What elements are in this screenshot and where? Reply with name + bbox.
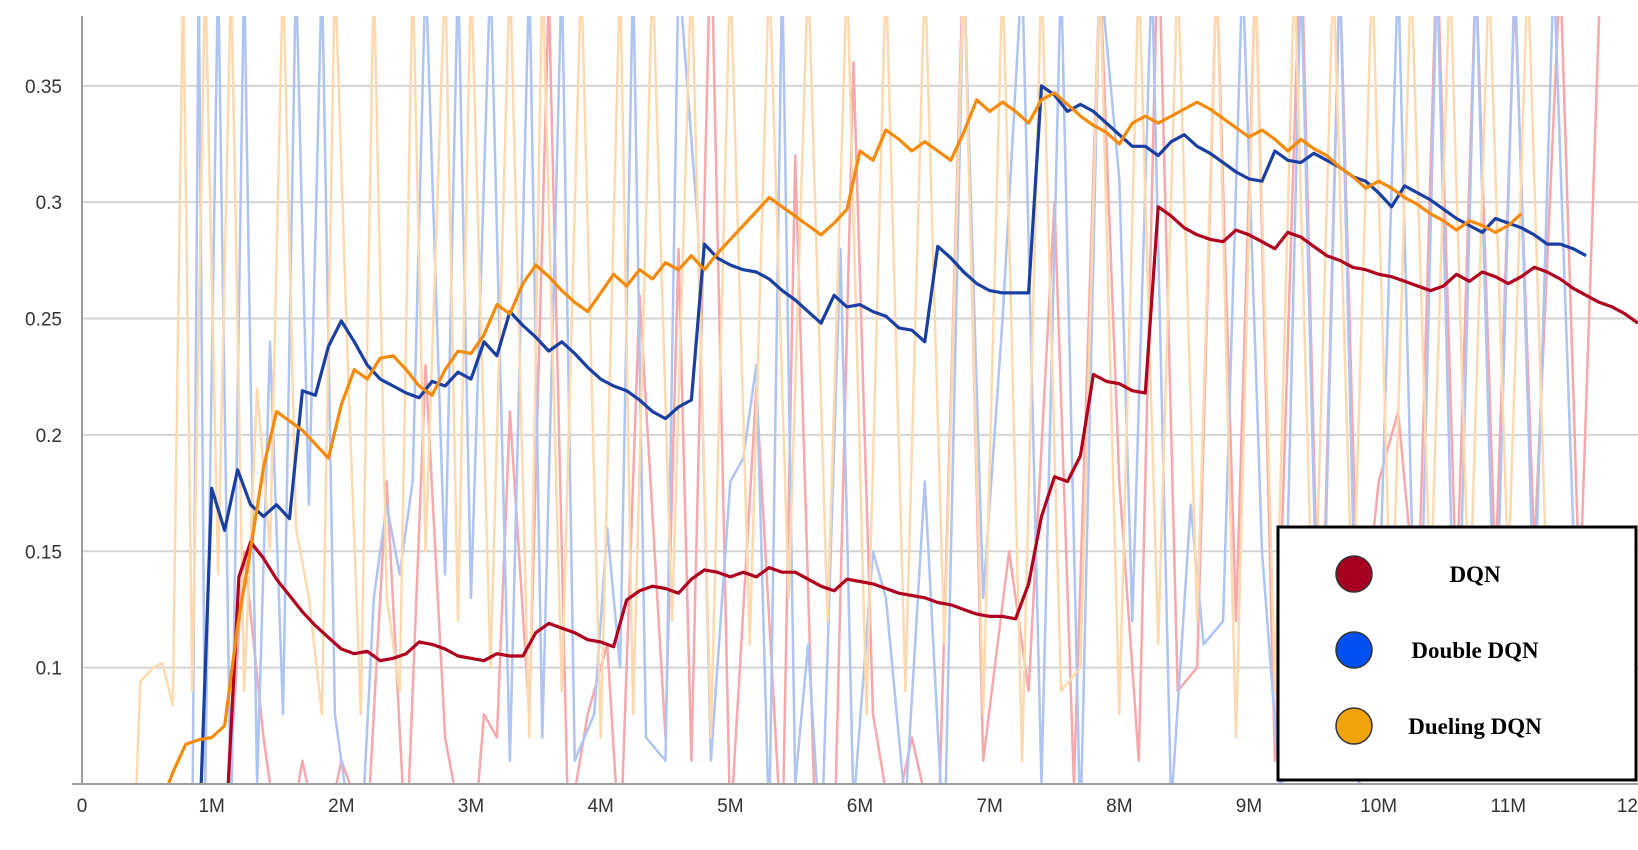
legend-label-double-dqn: Double DQN — [1411, 638, 1539, 663]
legend-marker-dqn — [1335, 555, 1373, 593]
series-line-double-dqn-raw — [191, 16, 1588, 784]
legend-label-dueling-dqn: Dueling DQN — [1408, 714, 1542, 739]
x-tick-label-10: 10M — [1360, 796, 1397, 817]
legend-label-dqn: DQN — [1449, 562, 1501, 587]
legend-marker-double-dqn — [1335, 631, 1373, 669]
x-tick-label-12: 12 — [1617, 796, 1638, 817]
x-tick-label-4: 4M — [587, 796, 613, 817]
legend: DQN Double DQN Dueling DQN — [1276, 525, 1638, 782]
series-line-dueling-dqn — [166, 91, 1523, 784]
x-tick-label-5: 5M — [717, 796, 743, 817]
x-tick-label-11: 11M — [1491, 796, 1527, 817]
y-tick-label-3: 0.25 — [25, 310, 62, 331]
x-tick-label-2: 2M — [328, 796, 354, 817]
y-tick-label-2: 0.2 — [36, 426, 62, 447]
legend-marker-dueling-dqn — [1335, 707, 1373, 745]
y-tick-label-5: 0.35 — [25, 77, 62, 98]
y-tick-label-4: 0.3 — [36, 193, 62, 214]
y-tick-label-1: 0.15 — [25, 542, 62, 563]
series-line-dqn — [226, 205, 1638, 784]
x-tick-label-0: 0 — [77, 796, 88, 817]
x-tick-label-7: 7M — [976, 796, 1002, 817]
axes — [72, 16, 1638, 785]
x-tick-label-8: 8M — [1106, 796, 1132, 817]
x-tick-label-1: 1M — [198, 796, 224, 817]
x-tick-label-9: 9M — [1236, 796, 1262, 817]
smoothed-series-layer — [166, 84, 1638, 784]
y-tick-label-0: 0.1 — [36, 659, 62, 680]
x-tick-label-6: 6M — [847, 796, 873, 817]
x-tick-label-3: 3M — [458, 796, 484, 817]
tick-labels: 0.1 0.15 0.2 0.25 0.3 0.35 0 1M 2M 3M 4M 5M 6M 7M 8M 9M… — [25, 77, 1638, 817]
